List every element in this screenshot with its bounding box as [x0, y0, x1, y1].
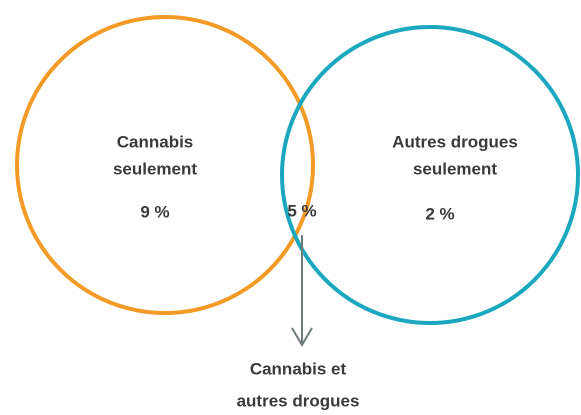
set-circle	[15, 15, 315, 315]
set-label: seulement	[113, 159, 197, 178]
set-circle	[280, 25, 580, 325]
set-label: autres drogues	[237, 391, 360, 410]
arrow-head	[291, 327, 313, 347]
set-label: Cannabis et	[250, 359, 347, 378]
value-label: 5 %	[287, 201, 316, 220]
value-label: 9 %	[140, 202, 169, 221]
set-label: Cannabis	[117, 132, 194, 151]
set-label: Autres drogues	[392, 132, 518, 151]
value-label: 2 %	[425, 204, 454, 223]
set-label: seulement	[413, 159, 497, 178]
